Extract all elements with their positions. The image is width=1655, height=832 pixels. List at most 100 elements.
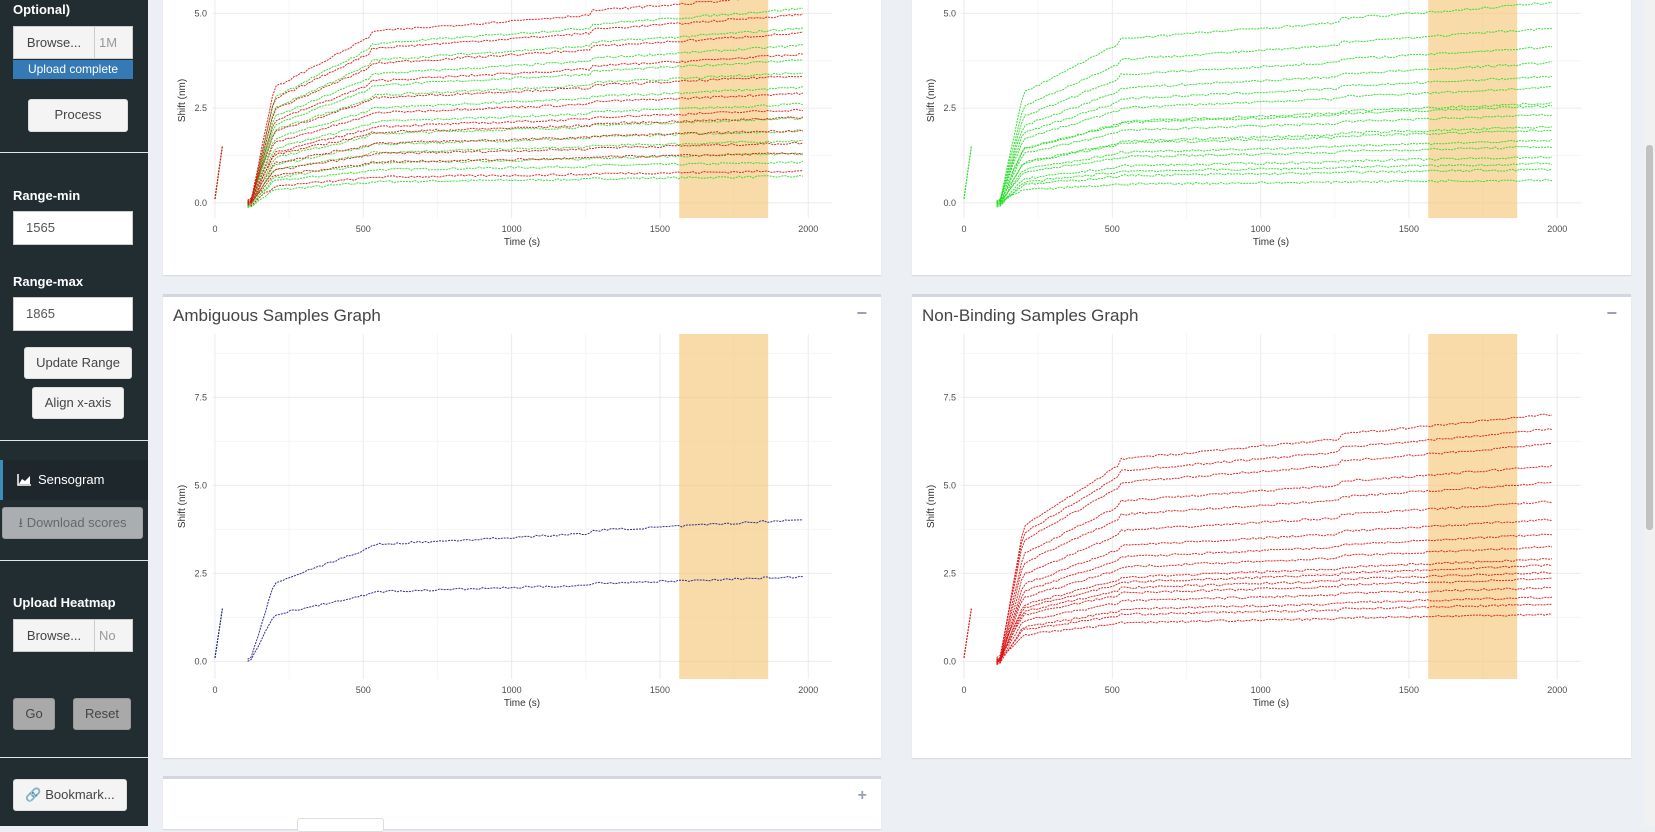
series-trace-red: [996, 464, 1553, 664]
series-trace-red: [247, 169, 803, 207]
series-trace-red: [996, 518, 1552, 666]
go-button[interactable]: Go: [13, 698, 55, 730]
x-axis-label: Time (s): [504, 698, 540, 709]
y-tick-label: 2.5: [194, 103, 207, 113]
nonbinding-samples-panel: Non-Binding Samples Graph − 0 500 1000 1500…: [912, 294, 1631, 758]
download-icon: ⭳: [18, 515, 24, 530]
scrollbar[interactable]: [1644, 0, 1655, 826]
browse-button[interactable]: Browse...: [14, 27, 95, 58]
x-tick-label: 2000: [798, 685, 818, 695]
series-trace-green: [996, 113, 1552, 203]
x-tick-label: 2000: [1547, 685, 1567, 695]
scrollbar-thumb[interactable]: [1646, 145, 1653, 530]
range-highlight: [679, 334, 769, 679]
series-trace-blue: [247, 575, 803, 662]
partial-tab[interactable]: [297, 818, 384, 832]
x-axis-label: Time (s): [1253, 698, 1289, 709]
file-name-field: No: [95, 620, 132, 651]
series-trace-green: [996, 85, 1552, 203]
series-trace-green: [247, 160, 804, 205]
x-tick-label: 1000: [502, 685, 522, 695]
range-min-input[interactable]: 1565: [13, 211, 133, 245]
y-tick-label: 7.5: [194, 392, 207, 402]
x-tick-label: 1500: [1399, 685, 1419, 695]
x-tick-label: 0: [212, 685, 217, 695]
series-trace-green: [247, 117, 803, 207]
series-trace-red: [996, 577, 1552, 661]
series-trace-red: [996, 428, 1552, 661]
all-samples-chart: 0 500 1000 1500 2000 0.0 2.5 5.0 Time (s) Shift (…: [926, 0, 1631, 248]
series-trace-green: [996, 155, 1552, 207]
collapse-button[interactable]: −: [1606, 303, 1617, 323]
series-trace-red: [996, 603, 1552, 661]
plot-area: 0 500 1000 1500 2000 0.0 2.5 5.0 7.5 Time (s) Shif…: [926, 334, 1631, 709]
browse-button[interactable]: Browse...: [14, 620, 95, 651]
range-highlight: [1428, 334, 1518, 679]
y-axis-label: Shift (nm): [177, 79, 188, 122]
upload-status-text: Upload complete: [27, 62, 119, 76]
x-tick-label: 500: [356, 685, 371, 695]
series-trace-red: [996, 586, 1552, 663]
series-trace-green: [996, 2, 1552, 204]
all-samples-panel: 0 500 1000 1500 2000 0.0 2.5 5.0 Time (s) Shift (…: [912, 0, 1631, 275]
x-tick-label: 500: [356, 224, 371, 234]
x-tick-label: 1500: [650, 685, 670, 695]
series-trace-red: [247, 108, 803, 205]
collapsed-panel: +: [163, 776, 881, 829]
x-tick-label: 1000: [1251, 685, 1271, 695]
bookmark-button[interactable]: 🔗 Bookmark...: [13, 779, 127, 811]
x-tick-label: 2000: [1547, 224, 1567, 234]
series-trace-red: [996, 413, 1552, 665]
panel-title: Ambiguous Samples Graph: [173, 306, 381, 325]
x-axis-label: Time (s): [1253, 237, 1289, 248]
download-scores-label: Download scores: [26, 515, 127, 530]
link-icon: 🔗: [25, 787, 42, 802]
menu-item-sensogram[interactable]: Sensogram: [0, 460, 148, 500]
series-trace-green: [996, 27, 1552, 204]
range-highlight: [679, 0, 769, 218]
x-tick-label: 2000: [798, 224, 818, 234]
series-trace-green: [996, 125, 1552, 208]
reset-button[interactable]: Reset: [73, 698, 131, 730]
series-trace-green: [247, 102, 804, 204]
series-trace-green: [247, 7, 803, 206]
y-tick-label: 2.5: [943, 568, 956, 578]
divider: [0, 152, 148, 153]
y-tick-label: 0.0: [943, 656, 956, 666]
range-max-label: Range-max: [13, 274, 84, 289]
collapse-button[interactable]: −: [856, 303, 867, 323]
series-trace-green: [247, 59, 803, 204]
upload-label: Optional): [13, 2, 71, 17]
series-trace-red: [996, 500, 1552, 664]
update-range-button[interactable]: Update Range: [24, 347, 132, 379]
download-scores-button[interactable]: ⭳ Download scores: [2, 507, 143, 539]
series-trace-red: [996, 481, 1552, 662]
series-spike-blue: [214, 608, 223, 658]
expand-button[interactable]: +: [857, 787, 867, 804]
series-trace-red: [247, 116, 804, 201]
plot-area: 0 500 1000 1500 2000 0.0 2.5 5.0 7.5 Time (s) Shif…: [177, 334, 832, 709]
y-tick-label: 5.0: [943, 480, 956, 490]
ambiguous-samples-panel: Ambiguous Samples Graph − 0 500 1000 1500 20…: [163, 294, 881, 758]
range-max-input[interactable]: 1865: [13, 297, 133, 331]
series-trace-red: [996, 571, 1552, 661]
plot-area: 0 500 1000 1500 2000 0.0 2.5 5.0 Time (s) Shift (…: [926, 0, 1631, 248]
series-trace-blue: [247, 519, 803, 660]
process-button[interactable]: Process: [28, 99, 128, 132]
series-trace-red: [996, 533, 1552, 663]
file-upload-control[interactable]: Browse... 1M: [13, 26, 133, 59]
series-trace-red: [247, 141, 804, 204]
align-x-axis-button[interactable]: Align x-axis: [32, 387, 124, 419]
ambiguous-samples-chart: 0 500 1000 1500 2000 0.0 2.5 5.0 7.5 Time (s) Shif…: [177, 334, 832, 709]
binding-samples-chart: 0 500 1000 1500 2000 0.0 2.5 5.0 Time (s) Shift (…: [177, 0, 832, 248]
y-axis-label: Shift (nm): [926, 485, 937, 528]
heatmap-upload-control[interactable]: Browse... No: [13, 619, 133, 652]
y-tick-label: 7.5: [943, 392, 956, 402]
y-tick-label: 5.0: [943, 8, 956, 18]
series-spike-green: [963, 145, 972, 200]
x-tick-label: 0: [961, 224, 966, 234]
binding-samples-panel: 0 500 1000 1500 2000 0.0 2.5 5.0 Time (s) Shift (…: [163, 0, 881, 275]
upload-heatmap-label: Upload Heatmap: [13, 595, 116, 610]
y-tick-label: 5.0: [194, 480, 207, 490]
series-trace-red: [996, 443, 1552, 659]
